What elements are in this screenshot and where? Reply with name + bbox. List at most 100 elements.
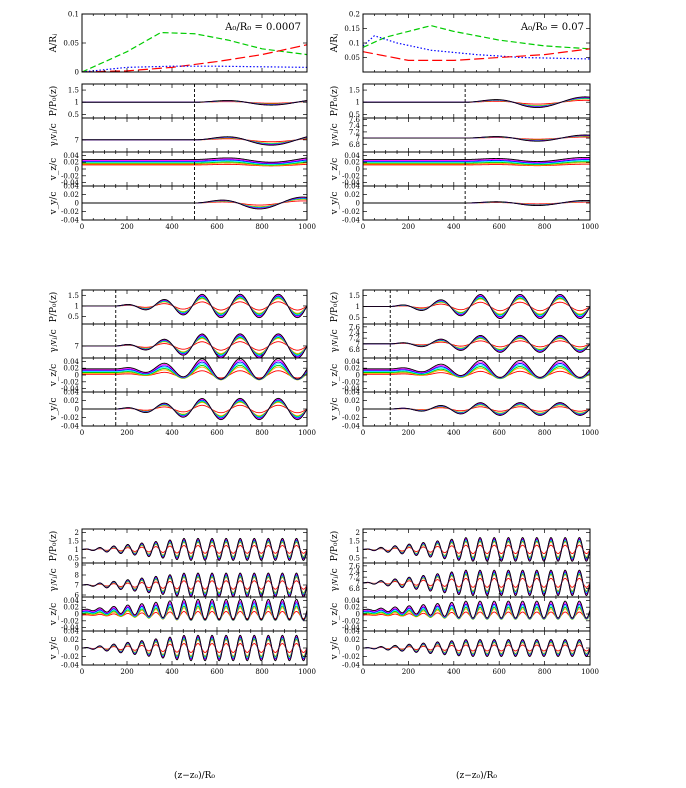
y-tick-label: 6 — [75, 592, 80, 600]
y-axis-label: γⱼvⱼ/c — [49, 123, 59, 146]
y-axis-label: P/P₀(z) — [48, 292, 59, 323]
plot-area — [363, 359, 590, 380]
series-line — [363, 639, 590, 657]
y-tick-label: 0.04 — [344, 358, 360, 366]
panel-column-2-block-2-pressure: 0.5 1 1.5 P/P₀(z) — [329, 289, 591, 325]
plot-area — [82, 333, 307, 358]
series-line — [82, 537, 307, 561]
y-axis-label: v_z/c — [49, 158, 59, 181]
y-axis-label: P/P₀(z) — [329, 292, 340, 323]
y-tick-label: 0.5 — [349, 111, 360, 119]
series-line — [363, 159, 590, 164]
series-line — [82, 366, 307, 381]
series-line — [363, 96, 590, 109]
y-tick-label: 6.8 — [349, 346, 360, 354]
y-axis-label: γⱼvⱼ/c — [49, 568, 59, 591]
plot-area — [363, 402, 590, 416]
series-line — [363, 200, 590, 206]
y-tick-label: 0.2 — [349, 11, 360, 19]
x-tick-label: 1000 — [298, 429, 316, 437]
axes-frame — [362, 289, 591, 325]
plot-area — [363, 134, 590, 142]
y-tick-label: 0.05 — [344, 54, 360, 62]
y-axis-label: A/Rⱼ — [49, 34, 59, 54]
x-tick-label: 0 — [361, 429, 365, 437]
y-axis-label: γⱼvⱼ/c — [330, 329, 340, 352]
x-tick-label: 600 — [210, 429, 223, 437]
y-axis-label: γⱼvⱼ/c — [330, 568, 340, 591]
panel-column-1-row-1: 0 0.05 0.1 A/Rⱼ — [49, 11, 308, 77]
panel-column-2-block-1-lorentz: 6.877.27.47.6 γⱼvⱼ/c — [330, 116, 591, 153]
plot-area — [363, 200, 590, 206]
y-tick-label: 1.5 — [349, 292, 360, 300]
x-tick-label: 0 — [361, 668, 365, 676]
y-tick-label: 7.6 — [349, 562, 361, 570]
series-line — [82, 158, 307, 164]
y-tick-label: -0.02 — [342, 378, 360, 386]
y-tick-label: 0.02 — [344, 604, 360, 612]
y-tick-label: 0.04 — [63, 152, 79, 160]
series-line — [363, 334, 590, 353]
plot-area — [82, 397, 307, 421]
y-tick-label: 1.5 — [68, 292, 79, 300]
y-tick-label: 8 — [75, 572, 79, 580]
y-tick-label: 7.2 — [349, 128, 360, 136]
series-line — [82, 358, 307, 380]
x-tick-label: 1000 — [581, 668, 599, 676]
amplitude-annotation: A₀/R₀ = 0.0007 — [224, 22, 301, 33]
y-tick-label: 0.5 — [68, 554, 79, 562]
x-tick-label: 1000 — [581, 223, 599, 231]
y-tick-label: 0 — [356, 611, 360, 619]
y-tick-label: 0.1 — [349, 40, 360, 48]
y-tick-label: -0.02 — [342, 172, 360, 180]
y-tick-label: 0.02 — [63, 397, 79, 405]
y-tick-label: 1.5 — [68, 537, 79, 545]
y-tick-label: 7 — [75, 136, 79, 144]
series-line — [82, 333, 307, 358]
x-tick-label: 0 — [361, 223, 365, 231]
y-tick-label: 7.4 — [349, 122, 361, 130]
series-line — [82, 598, 307, 621]
panel-column-2-block-1-pressure: 0.5 1 1.5 P/P₀(z) — [329, 83, 591, 119]
y-tick-label: 1 — [356, 303, 360, 311]
x-tick-label: 600 — [493, 429, 506, 437]
y-tick-label: 6.8 — [349, 585, 360, 593]
series-line — [363, 48, 590, 61]
panel-column-1-block-1-lorentz: 7 γⱼvⱼ/c — [49, 117, 308, 153]
panel-column-1-block-3-pressure: 0.511.52 P/P₀(z) — [48, 528, 308, 564]
y-tick-label: 1.5 — [349, 87, 360, 95]
axes-frame — [362, 83, 591, 119]
y-tick-label: 0.02 — [344, 397, 360, 405]
y-tick-label: 7.2 — [349, 574, 360, 582]
x-tick-label: 200 — [120, 223, 133, 231]
series-line — [82, 634, 307, 662]
panel-column-2-row-1: 0.05 0.1 0.15 0.2 A/Rⱼ — [330, 11, 591, 73]
plot-area — [82, 598, 307, 621]
series-line — [363, 537, 590, 562]
plot-area — [82, 100, 307, 106]
y-tick-label: 0.5 — [68, 313, 79, 321]
x-tick-label: 200 — [402, 429, 415, 437]
y-tick-label: -0.04 — [342, 423, 360, 431]
y-tick-label: 7 — [75, 342, 79, 350]
series-line — [363, 359, 590, 378]
plot-area — [363, 537, 590, 562]
series-line — [363, 162, 590, 166]
y-tick-label: 7.4 — [349, 329, 361, 337]
x-tick-label: 1000 — [581, 429, 599, 437]
x-tick-label: 800 — [538, 668, 551, 676]
plot-area — [363, 569, 590, 597]
x-tick-label: 800 — [538, 429, 551, 437]
x-axis-label: (z−z₀)/R₀ — [456, 770, 497, 781]
y-tick-label: 2 — [356, 529, 360, 537]
series-line — [82, 100, 307, 106]
y-axis-label: v_z/c — [49, 364, 59, 387]
x-tick-label: 0 — [80, 429, 84, 437]
y-axis-label: P/P₀(z) — [48, 86, 59, 117]
plot-area — [363, 639, 590, 657]
